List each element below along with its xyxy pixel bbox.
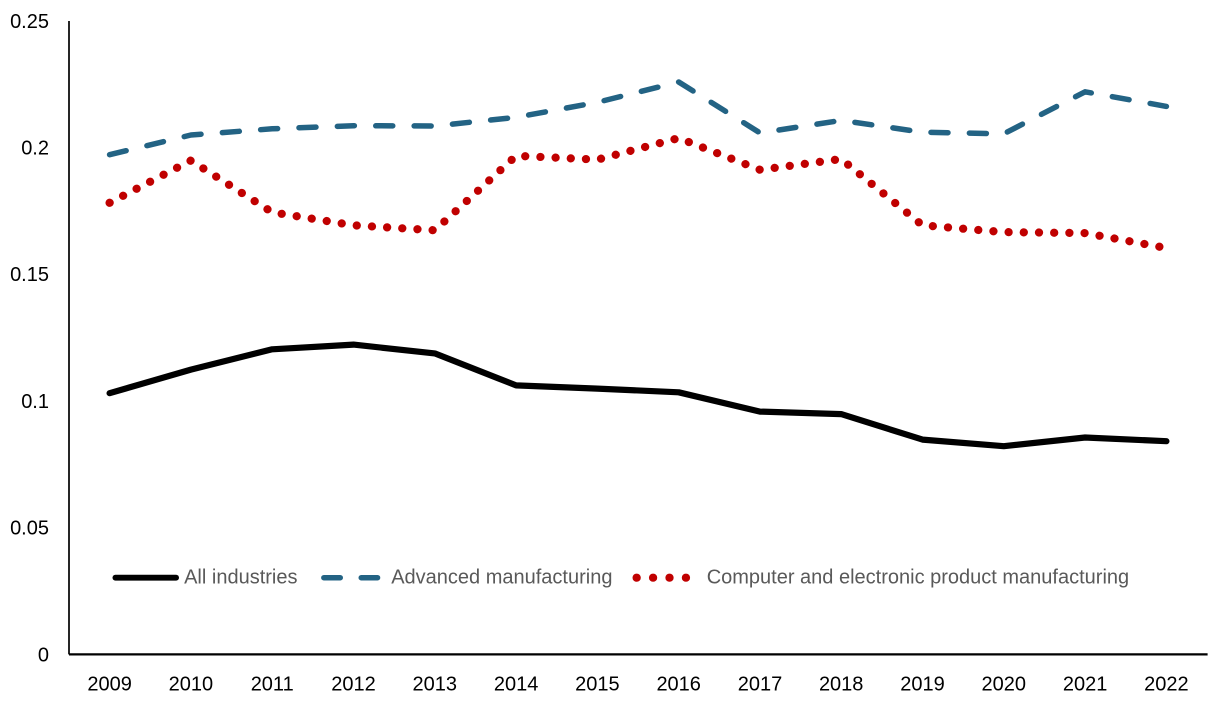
svg-text:2010: 2010: [169, 674, 214, 696]
svg-text:2015: 2015: [575, 674, 620, 696]
svg-text:2019: 2019: [900, 674, 945, 696]
svg-text:0: 0: [38, 644, 49, 666]
svg-text:2011: 2011: [251, 674, 294, 696]
svg-text:2018: 2018: [819, 674, 864, 696]
svg-text:0.25: 0.25: [10, 11, 49, 33]
svg-text:2020: 2020: [982, 674, 1027, 696]
svg-text:All industries: All industries: [184, 567, 297, 589]
svg-text:2014: 2014: [494, 674, 539, 696]
svg-text:0.05: 0.05: [10, 518, 49, 540]
svg-text:2012: 2012: [331, 674, 376, 696]
svg-text:0.15: 0.15: [10, 264, 49, 286]
svg-text:2021: 2021: [1063, 674, 1108, 696]
svg-text:2017: 2017: [738, 674, 783, 696]
svg-text:2016: 2016: [656, 674, 701, 696]
svg-text:0.2: 0.2: [21, 138, 49, 160]
svg-text:Advanced manufacturing: Advanced manufacturing: [391, 567, 612, 589]
svg-text:2013: 2013: [413, 674, 458, 696]
svg-text:2022: 2022: [1144, 674, 1189, 696]
svg-text:2009: 2009: [87, 674, 132, 696]
svg-text:Computer and electronic produc: Computer and electronic product manufact…: [707, 567, 1129, 589]
svg-text:0.1: 0.1: [21, 391, 49, 413]
